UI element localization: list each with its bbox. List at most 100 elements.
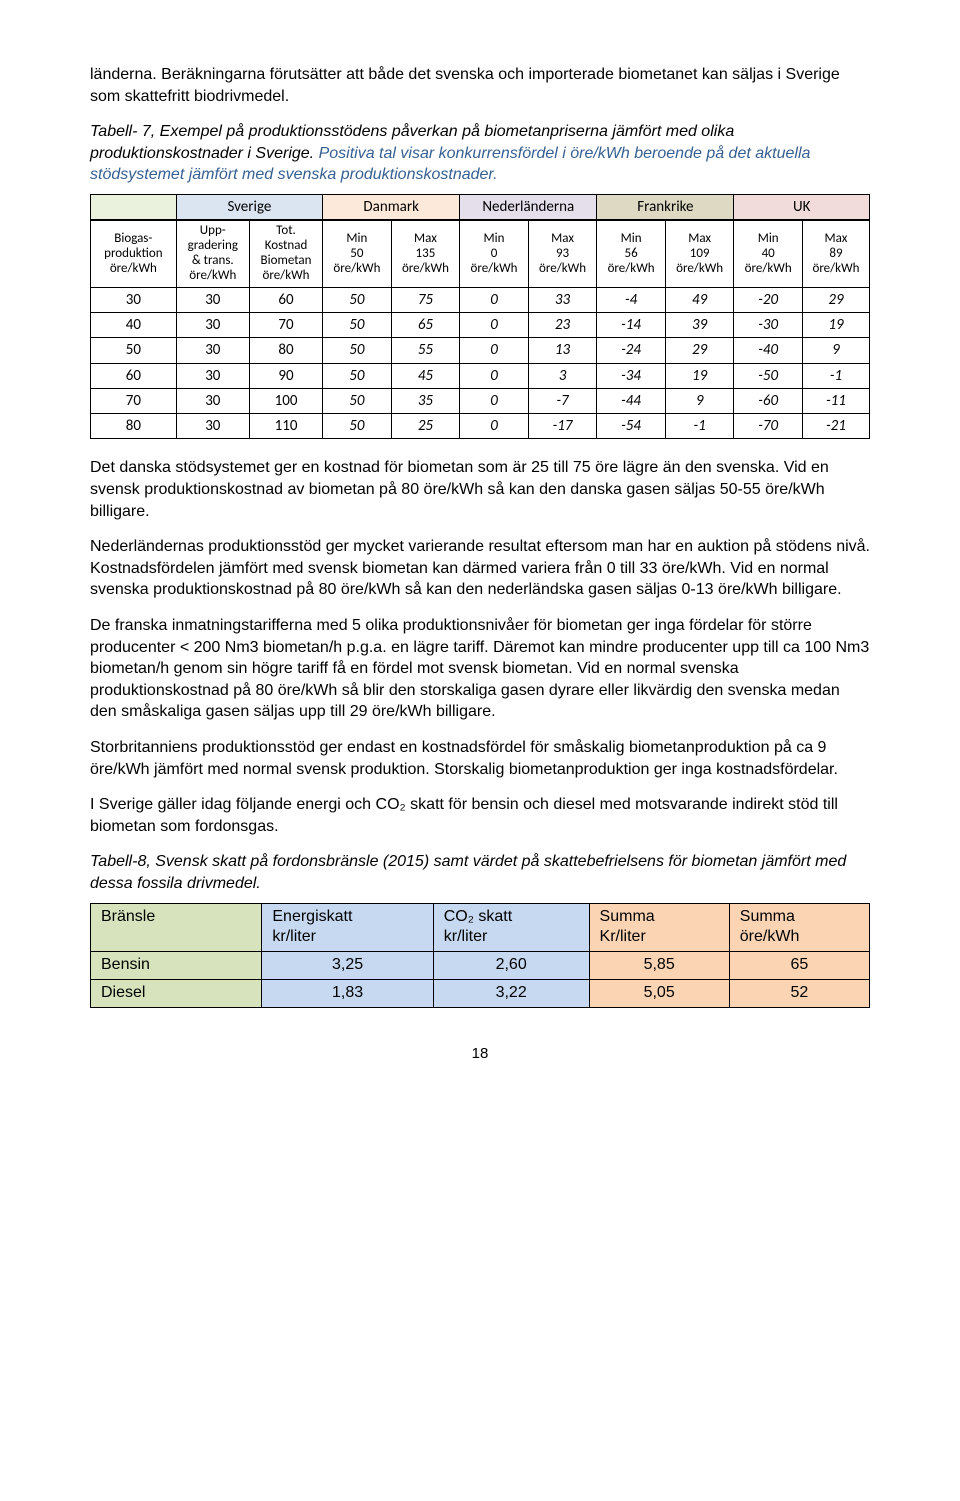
table1-cell: -20 <box>734 287 803 312</box>
intro-paragraph: länderna. Beräkningarna förutsätter att … <box>90 64 870 107</box>
table1-cell: 0 <box>460 313 529 338</box>
table1-cell: 110 <box>249 414 322 439</box>
table1-cell: 40 <box>91 313 177 338</box>
table1-cell: 30 <box>176 287 249 312</box>
table1-cell: -60 <box>734 388 803 413</box>
table1-cell: 23 <box>528 313 597 338</box>
table1-cell: 80 <box>91 414 177 439</box>
table1-group-row: Sverige Danmark Nederländerna Frankrike … <box>91 194 870 219</box>
t1h6: Max93öre/kWh <box>528 221 597 288</box>
table1-cell: -21 <box>802 414 869 439</box>
table1-cell: 75 <box>391 287 460 312</box>
t2h3: SummaKr/liter <box>589 903 729 952</box>
table1-cell: -40 <box>734 338 803 363</box>
grp-uk: UK <box>734 194 870 219</box>
t2-header-row: Bränsle Energiskattkr/liter CO₂ skattkr/… <box>91 903 870 952</box>
table1-cell: -70 <box>734 414 803 439</box>
table1-row: 703010050350-7-449-60-11 <box>91 388 870 413</box>
table1-caption: Tabell- 7, Exempel på produktionsstödens… <box>90 121 870 186</box>
table1-cell: 60 <box>249 287 322 312</box>
table1-cell: -17 <box>528 414 597 439</box>
table1-cell: 50 <box>323 287 392 312</box>
t1h8: Max109öre/kWh <box>665 221 734 288</box>
t1h9: Min40öre/kWh <box>734 221 803 288</box>
t2-r0c2: 2,60 <box>433 952 589 980</box>
table1-cell: -7 <box>528 388 597 413</box>
table1-cell: 90 <box>249 363 322 388</box>
t2h1: Energiskattkr/liter <box>262 903 433 952</box>
table1-cell: 50 <box>323 363 392 388</box>
table1-cell: 29 <box>802 287 869 312</box>
table1-cell: 50 <box>323 313 392 338</box>
page-number: 18 <box>90 1044 870 1064</box>
t2-r1c1: 1,83 <box>262 979 433 1007</box>
table1-cell: -54 <box>597 414 666 439</box>
table1-cell: 100 <box>249 388 322 413</box>
table1-cell: 35 <box>391 388 460 413</box>
table1-cell: 13 <box>528 338 597 363</box>
table1-cell: 60 <box>91 363 177 388</box>
table1-cell: 50 <box>323 388 392 413</box>
table1-cell: 9 <box>665 388 734 413</box>
grp-nederlanderna: Nederländerna <box>460 194 597 219</box>
table1-row: 5030805055013-2429-409 <box>91 338 870 363</box>
table1-cell: 0 <box>460 414 529 439</box>
table1-cell: -14 <box>597 313 666 338</box>
t2-r1c2: 3,22 <box>433 979 589 1007</box>
t1h1: Upp-gradering& trans.öre/kWh <box>176 221 249 288</box>
table1-row: 803011050250-17-54-1-70-21 <box>91 414 870 439</box>
t2-r1c4: 52 <box>729 979 869 1007</box>
t1h10: Max89öre/kWh <box>802 221 869 288</box>
body-par-4: I Sverige gäller idag följande energi oc… <box>90 794 870 837</box>
table1-cell: 80 <box>249 338 322 363</box>
table1-row: 603090504503-3419-50-1 <box>91 363 870 388</box>
table1-cell: 30 <box>176 313 249 338</box>
t2h4: Summaöre/kWh <box>729 903 869 952</box>
grp-frankrike: Frankrike <box>597 194 734 219</box>
table1-cell: 49 <box>665 287 734 312</box>
table1-cell: 70 <box>249 313 322 338</box>
table1-cell: -30 <box>734 313 803 338</box>
table1-cell: 30 <box>176 388 249 413</box>
table1: Biogas-produktionöre/kWh Upp-gradering& … <box>90 220 870 439</box>
t2-r0c4: 65 <box>729 952 869 980</box>
table1-cell: 9 <box>802 338 869 363</box>
t2-row-diesel: Diesel 1,83 3,22 5,05 52 <box>91 979 870 1007</box>
table1-row: 3030605075033-449-2029 <box>91 287 870 312</box>
table1-cell: -24 <box>597 338 666 363</box>
table2: Bränsle Energiskattkr/liter CO₂ skattkr/… <box>90 903 870 1008</box>
body-par-2: De franska inmatningstarifferna med 5 ol… <box>90 615 870 723</box>
table1-cell: 30 <box>176 363 249 388</box>
table1-cell: 3 <box>528 363 597 388</box>
table1-cell: -34 <box>597 363 666 388</box>
table1-cell: 50 <box>323 414 392 439</box>
body-par-3: Storbritanniens produktionsstöd ger enda… <box>90 737 870 780</box>
grp-sverige: Sverige <box>176 194 322 219</box>
t1h0: Biogas-produktionöre/kWh <box>91 221 177 288</box>
table1-cell: 50 <box>91 338 177 363</box>
table1-cell: -1 <box>665 414 734 439</box>
table1-country-header: Sverige Danmark Nederländerna Frankrike … <box>90 194 870 220</box>
table1-cell: -44 <box>597 388 666 413</box>
table1-cell: 65 <box>391 313 460 338</box>
table1-cell: 33 <box>528 287 597 312</box>
table1-cell: -1 <box>802 363 869 388</box>
t2-r0c1: 3,25 <box>262 952 433 980</box>
t1h3: Min50öre/kWh <box>323 221 392 288</box>
t2-r1c3: 5,05 <box>589 979 729 1007</box>
table1-cell: 19 <box>665 363 734 388</box>
t2h0: Bränsle <box>91 903 262 952</box>
table1-cell: 0 <box>460 363 529 388</box>
table1-cell: 25 <box>391 414 460 439</box>
table2-caption: Tabell-8, Svensk skatt på fordonsbränsle… <box>90 851 870 894</box>
t1h7: Min56öre/kWh <box>597 221 666 288</box>
table1-cell: -50 <box>734 363 803 388</box>
t2-row-bensin: Bensin 3,25 2,60 5,85 65 <box>91 952 870 980</box>
t1h5: Min0öre/kWh <box>460 221 529 288</box>
t1h4: Max135öre/kWh <box>391 221 460 288</box>
table1-cell: -11 <box>802 388 869 413</box>
grp-danmark: Danmark <box>323 194 460 219</box>
table1-cell: 0 <box>460 338 529 363</box>
table1-cell: 30 <box>91 287 177 312</box>
t2-r0c0: Bensin <box>91 952 262 980</box>
